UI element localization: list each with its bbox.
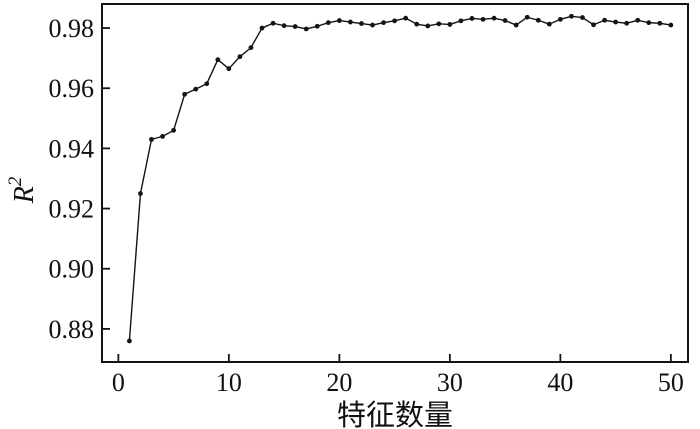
data-point-marker: [248, 45, 254, 51]
y-tick-label: 0.94: [49, 134, 95, 163]
data-point-marker: [580, 15, 585, 20]
data-point-marker: [160, 133, 165, 139]
x-tick-label: 0: [112, 368, 125, 397]
x-tick-label: 20: [326, 368, 352, 397]
data-point-marker: [237, 54, 243, 60]
data-point-marker: [425, 23, 431, 29]
data-point-marker: [458, 18, 464, 24]
data-point-marker: [657, 20, 663, 26]
data-point-marker: [359, 21, 364, 26]
data-point-marker: [126, 338, 132, 344]
x-tick-label: 40: [547, 368, 573, 397]
data-point-marker: [535, 17, 541, 23]
data-point-marker: [204, 81, 210, 87]
data-point-marker: [502, 18, 508, 23]
data-point-marker: [303, 26, 309, 32]
y-tick-label: 0.90: [49, 255, 95, 284]
data-point-marker: [480, 16, 486, 22]
data-point-marker: [370, 22, 375, 28]
y-axis-title: R2: [5, 176, 40, 204]
data-point-marker: [414, 21, 420, 27]
data-point-marker: [668, 22, 674, 28]
data-point-marker: [259, 25, 265, 31]
data-point-marker: [193, 86, 199, 92]
y-tick-label: 0.98: [49, 14, 95, 43]
data-point-marker: [226, 66, 232, 72]
x-axis-title: 特征数量: [337, 399, 453, 429]
x-tick-label: 50: [658, 368, 684, 397]
data-point-marker: [392, 18, 398, 24]
data-point-marker: [569, 13, 574, 19]
y-tick-label: 0.96: [49, 74, 95, 103]
data-point-marker: [491, 15, 497, 21]
data-point-marker: [613, 19, 619, 25]
data-point-marker: [381, 20, 386, 26]
data-point-marker: [602, 17, 607, 23]
data-point-marker: [348, 19, 353, 25]
data-point-marker: [557, 16, 563, 22]
y-tick-label: 0.88: [49, 315, 95, 344]
data-point-marker: [546, 21, 552, 27]
data-point-marker: [270, 20, 276, 26]
data-point-marker: [336, 18, 342, 23]
data-point-marker: [403, 15, 409, 21]
data-point-marker: [513, 22, 519, 28]
plot-frame: [101, 3, 689, 363]
data-point-marker: [314, 23, 320, 29]
data-point-marker: [591, 22, 596, 28]
data-point-marker: [624, 20, 630, 26]
data-point-marker: [447, 22, 453, 27]
data-point-marker: [325, 20, 331, 26]
data-point-marker: [292, 24, 298, 29]
data-point-marker: [138, 191, 143, 196]
data-point-marker: [646, 20, 652, 26]
x-tick-label: 30: [437, 368, 463, 397]
data-point-marker: [281, 23, 287, 29]
x-tick-label: 10: [216, 368, 242, 397]
data-point-marker: [469, 16, 475, 21]
data-point-marker: [524, 14, 530, 20]
data-point-marker: [171, 127, 177, 133]
data-point-marker: [635, 17, 641, 23]
data-point-marker: [436, 21, 442, 27]
data-point-marker: [215, 57, 221, 63]
data-point-marker: [182, 91, 188, 97]
y-tick-label: 0.92: [49, 195, 95, 224]
data-point-marker: [149, 136, 154, 142]
r2-series-line: [128, 15, 671, 341]
